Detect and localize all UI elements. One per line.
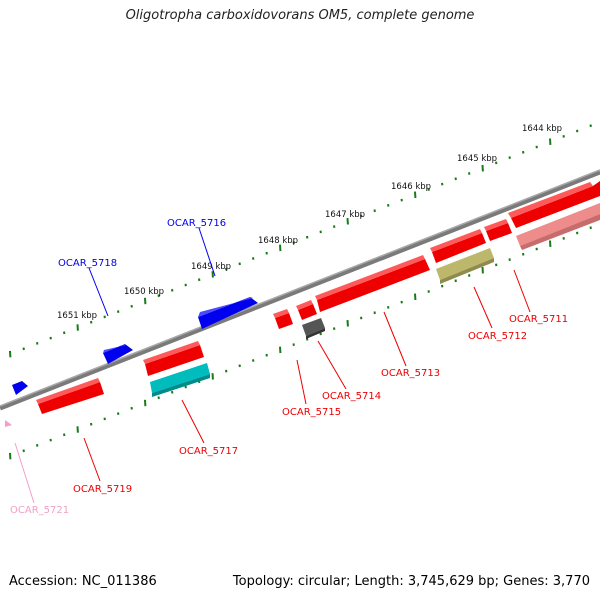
gene-ocar-5712[interactable]: [436, 248, 494, 280]
gene-label-ocar-5721: OCAR_5721: [10, 505, 69, 516]
gene-ocar-5719[interactable]: [38, 382, 104, 414]
kbp-label: 1644 kbp: [522, 124, 562, 134]
gene-ocar-5714[interactable]: [302, 318, 325, 336]
kbp-label: 1650 kbp: [124, 287, 164, 297]
leader-line: [296, 359, 307, 405]
kbp-label: 1648 kbp: [258, 236, 298, 246]
gene-ocar-5711-top: [508, 182, 593, 218]
map-title: Oligotropha carboxidovorans OM5, complet…: [125, 8, 475, 23]
gene-ocar-5717-red[interactable]: [145, 345, 204, 376]
leader-line: [14, 442, 35, 504]
gene-label-ocar-5717: OCAR_5717: [179, 446, 238, 457]
gene-ocar-5714-shade: [306, 328, 325, 339]
gene-label-ocar-5711: OCAR_5711: [509, 314, 568, 325]
gene-ocar-5711[interactable]: [511, 181, 600, 228]
gene-ocar-5712b[interactable]: [486, 223, 512, 241]
gene-ocar-5717[interactable]: [150, 363, 210, 393]
leader-lines: [14, 227, 531, 504]
gene-label-ocar-5713: OCAR_5713: [381, 368, 440, 379]
gene-ocar-5710[interactable]: [516, 203, 600, 246]
gene-label-ocar-5718: OCAR_5718: [58, 258, 117, 269]
scale-top: [9, 124, 592, 358]
leader-line: [473, 286, 493, 329]
gene-ocar-5721[interactable]: [5, 420, 12, 427]
kbp-label: 1649 kbp: [191, 262, 231, 272]
gene-ocar-5715[interactable]: [275, 313, 293, 329]
kbp-label: 1647 kbp: [325, 210, 365, 220]
gene-ocar-5713-top: [315, 255, 425, 300]
kbp-label: 1646 kbp: [391, 182, 431, 192]
gene-ocar-5715-top: [273, 309, 289, 318]
gene-ocar-5715b[interactable]: [298, 304, 317, 320]
gene-ocar-5717-red-top: [143, 341, 200, 364]
leader-line: [198, 227, 216, 277]
gene-ocar-5718[interactable]: [103, 344, 133, 364]
gene-label-ocar-5714: OCAR_5714: [322, 391, 381, 402]
gene-label-ocar-5719: OCAR_5719: [73, 484, 132, 495]
kbp-label: 1645 kbp: [457, 154, 497, 164]
genome-backbone-highlight: [0, 169, 600, 407]
gene-ocar-5719-top: [36, 378, 100, 404]
gene-label-ocar-5716: OCAR_5716: [167, 218, 226, 229]
gene-ocar-5718-top: [103, 344, 126, 353]
gene-ocar-5713[interactable]: [317, 259, 430, 312]
leader-line: [317, 340, 347, 390]
reverse-strand-genes: [5, 203, 600, 427]
kbp-label: 1651 kbp: [57, 311, 97, 321]
gene-ocar-5713b-top: [430, 229, 482, 252]
genome-backbone: [0, 169, 600, 411]
leader-line: [513, 269, 531, 313]
gene-ocar-5716[interactable]: [198, 297, 258, 329]
gene-ocar-5716-top: [198, 297, 253, 317]
gene-ocar-5712-shade: [440, 258, 494, 284]
kbp-labels: 1644 kbp 1645 kbp 1646 kbp 1647 kbp 1648…: [57, 124, 562, 321]
gene-small-blue[interactable]: [12, 381, 28, 395]
scale-bottom: [9, 226, 592, 460]
gene-labels: OCAR_5711 OCAR_5712 OCAR_5713 OCAR_5714 …: [10, 218, 568, 516]
gene-label-ocar-5712: OCAR_5712: [468, 331, 527, 342]
leader-line: [181, 399, 205, 444]
gene-red-small[interactable]: [593, 182, 600, 196]
gene-label-ocar-5715: OCAR_5715: [282, 407, 341, 418]
gene-ocar-5713b[interactable]: [432, 233, 486, 263]
gene-ocar-5715b-top: [296, 300, 313, 310]
gene-ocar-5711-shade: [520, 214, 600, 250]
genome-summary: Topology: circular; Length: 3,745,629 bp…: [232, 574, 590, 589]
accession-label: Accession: NC_011386: [9, 574, 157, 589]
leader-line: [83, 437, 101, 482]
gene-ocar-5717-shade: [152, 374, 210, 397]
forward-strand-genes: [12, 181, 600, 414]
gene-ocar-5712b-top: [484, 219, 508, 231]
leader-line: [383, 311, 407, 367]
leader-line: [88, 267, 109, 317]
